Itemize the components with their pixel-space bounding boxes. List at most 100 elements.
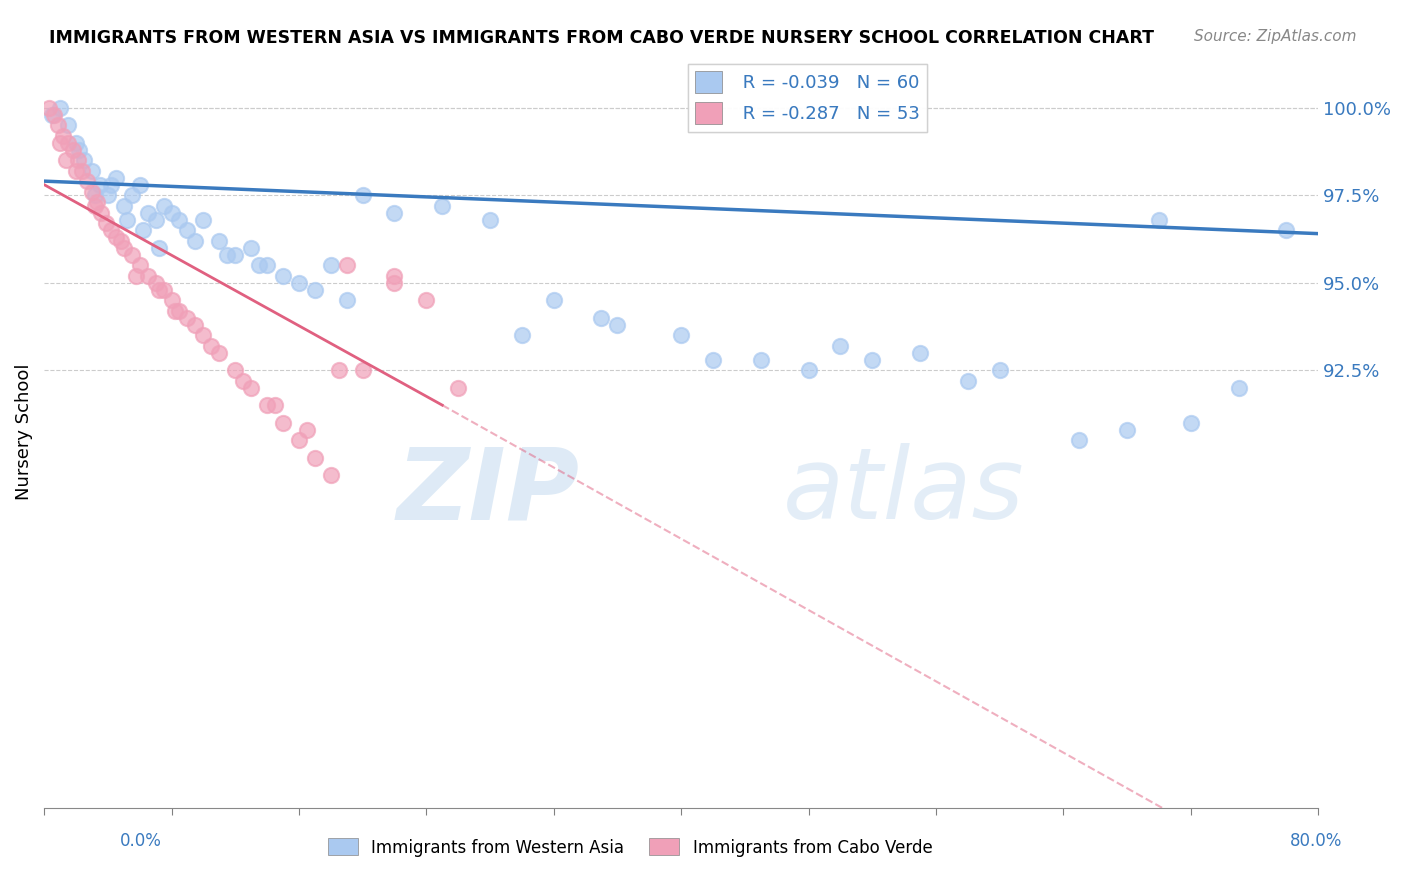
Text: 80.0%: 80.0% [1291, 831, 1343, 849]
Point [749, 352, 772, 367]
Point [163, 303, 186, 318]
Point [415, 293, 437, 307]
Point [352, 363, 374, 377]
Point [48, 118, 70, 132]
Point [121, 247, 143, 261]
Point [160, 293, 183, 307]
Point [56, 136, 79, 150]
Point [104, 230, 127, 244]
Point [319, 258, 342, 272]
Point [121, 188, 143, 202]
Point [90, 205, 112, 219]
Point [55, 153, 77, 168]
Point [65, 163, 87, 178]
Point [110, 234, 132, 248]
Point [152, 199, 174, 213]
Point [72, 163, 94, 178]
Point [62, 143, 84, 157]
Point [1147, 212, 1170, 227]
Point [797, 363, 820, 377]
Point [136, 205, 159, 219]
Point [73, 153, 96, 168]
Point [1275, 223, 1298, 237]
Text: 0.0%: 0.0% [120, 831, 162, 849]
Point [56, 118, 79, 132]
Point [49, 136, 72, 150]
Point [908, 345, 931, 359]
Point [169, 212, 191, 227]
Text: atlas: atlas [783, 443, 1025, 540]
Point [319, 468, 342, 483]
Point [256, 398, 278, 412]
Point [148, 241, 170, 255]
Point [128, 178, 150, 192]
Point [193, 328, 215, 343]
Point [432, 199, 454, 213]
Point [288, 276, 311, 290]
Point [591, 310, 613, 325]
Point [80, 163, 103, 178]
Point [830, 338, 852, 352]
Point [543, 293, 565, 307]
Point [67, 143, 90, 157]
Point [860, 352, 883, 367]
Point [38, 101, 60, 115]
Point [41, 108, 63, 122]
Point [256, 258, 278, 272]
Point [271, 416, 294, 430]
Point [184, 318, 207, 332]
Point [208, 234, 231, 248]
Point [669, 328, 692, 343]
Point [97, 188, 120, 202]
Point [447, 381, 470, 395]
Point [76, 174, 98, 188]
Point [1069, 433, 1091, 447]
Point [264, 398, 287, 412]
Point [1180, 416, 1202, 430]
Text: ZIP: ZIP [396, 443, 579, 540]
Point [384, 276, 406, 290]
Point [66, 153, 89, 168]
Point [208, 345, 231, 359]
Point [112, 241, 135, 255]
Point [160, 205, 183, 219]
Point [232, 374, 254, 388]
Point [96, 216, 118, 230]
Point [65, 136, 87, 150]
Point [152, 283, 174, 297]
Point [224, 247, 246, 261]
Point [49, 101, 72, 115]
Text: Source: ZipAtlas.com: Source: ZipAtlas.com [1194, 29, 1357, 44]
Point [956, 374, 979, 388]
Point [304, 450, 326, 465]
Point [510, 328, 533, 343]
Point [1116, 423, 1139, 437]
Point [304, 283, 326, 297]
Point [89, 178, 111, 192]
Point [193, 212, 215, 227]
Point [169, 303, 191, 318]
Point [52, 128, 75, 143]
Point [145, 212, 167, 227]
Point [132, 223, 155, 237]
Point [479, 212, 502, 227]
Point [240, 241, 263, 255]
Y-axis label: Nursery School: Nursery School [15, 363, 32, 500]
Point [384, 268, 406, 283]
Point [42, 108, 65, 122]
Point [200, 338, 222, 352]
Point [80, 185, 103, 199]
Point [295, 423, 318, 437]
Point [336, 258, 359, 272]
Point [145, 276, 167, 290]
Point [86, 195, 108, 210]
Point [176, 310, 198, 325]
Point [384, 205, 406, 219]
Point [128, 258, 150, 272]
Point [148, 283, 170, 297]
Point [606, 318, 628, 332]
Point [288, 433, 311, 447]
Point [104, 170, 127, 185]
Point [247, 258, 270, 272]
Point [271, 268, 294, 283]
